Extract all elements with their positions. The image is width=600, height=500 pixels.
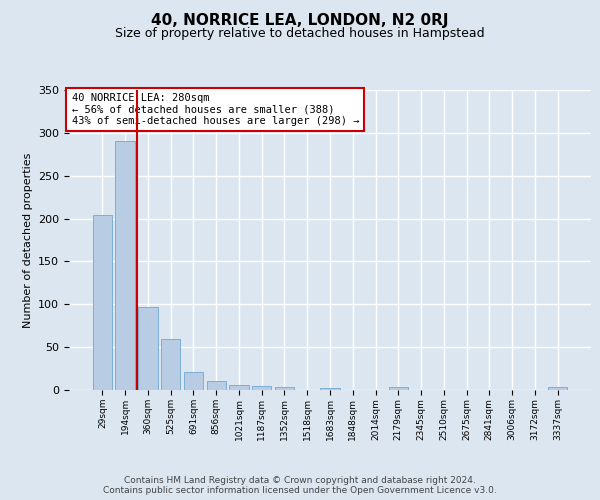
Bar [320, 388, 340, 390]
Bar [252, 386, 271, 390]
Y-axis label: Number of detached properties: Number of detached properties [23, 152, 32, 328]
Bar [206, 380, 226, 390]
Text: Size of property relative to detached houses in Hampstead: Size of property relative to detached ho… [115, 28, 485, 40]
Bar [138, 307, 158, 390]
Bar [229, 385, 248, 390]
Bar [115, 140, 135, 390]
Bar [389, 388, 408, 390]
Text: Contains HM Land Registry data © Crown copyright and database right 2024.
Contai: Contains HM Land Registry data © Crown c… [103, 476, 497, 495]
Bar [93, 215, 112, 390]
Bar [275, 386, 294, 390]
Bar [161, 340, 181, 390]
Bar [184, 372, 203, 390]
Text: 40, NORRICE LEA, LONDON, N2 0RJ: 40, NORRICE LEA, LONDON, N2 0RJ [151, 12, 449, 28]
Bar [548, 388, 567, 390]
Text: 40 NORRICE LEA: 280sqm
← 56% of detached houses are smaller (388)
43% of semi-de: 40 NORRICE LEA: 280sqm ← 56% of detached… [71, 93, 359, 126]
